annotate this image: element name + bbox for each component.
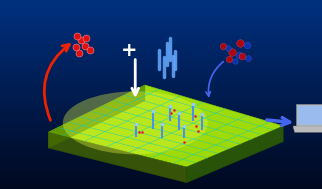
Bar bbox=[0, 167, 322, 170]
Bar bbox=[0, 60, 322, 63]
Bar bbox=[0, 132, 322, 136]
Bar bbox=[0, 79, 322, 82]
Bar bbox=[0, 136, 322, 139]
Bar bbox=[0, 76, 322, 79]
Bar bbox=[0, 88, 322, 91]
Bar bbox=[0, 113, 322, 117]
Bar bbox=[0, 94, 322, 98]
Bar bbox=[0, 19, 322, 22]
Bar bbox=[0, 104, 322, 107]
Polygon shape bbox=[48, 85, 145, 148]
Bar bbox=[0, 142, 322, 145]
Bar bbox=[0, 176, 322, 180]
Bar bbox=[0, 82, 322, 85]
Polygon shape bbox=[296, 104, 322, 126]
Bar bbox=[0, 9, 322, 13]
Bar bbox=[0, 154, 322, 157]
Bar bbox=[0, 28, 322, 32]
Bar bbox=[0, 183, 322, 186]
Bar bbox=[0, 22, 322, 25]
Bar bbox=[0, 151, 322, 154]
Bar bbox=[0, 38, 322, 41]
Bar bbox=[0, 186, 322, 189]
Bar bbox=[0, 47, 322, 50]
Bar bbox=[0, 164, 322, 167]
Bar bbox=[0, 3, 322, 6]
Bar bbox=[0, 145, 322, 148]
Bar bbox=[0, 110, 322, 113]
Bar bbox=[0, 161, 322, 164]
Bar bbox=[0, 32, 322, 35]
Bar bbox=[0, 91, 322, 94]
Bar bbox=[0, 123, 322, 126]
Bar bbox=[0, 126, 322, 129]
Bar bbox=[0, 0, 322, 3]
Bar bbox=[0, 63, 322, 66]
Bar bbox=[0, 98, 322, 101]
Bar bbox=[0, 101, 322, 104]
Bar bbox=[0, 120, 322, 123]
Bar bbox=[0, 180, 322, 183]
Bar bbox=[0, 25, 322, 28]
Bar bbox=[0, 157, 322, 161]
Bar bbox=[0, 50, 322, 53]
Bar bbox=[0, 6, 322, 9]
Ellipse shape bbox=[63, 91, 208, 154]
Polygon shape bbox=[298, 105, 322, 124]
Polygon shape bbox=[293, 126, 322, 132]
Bar bbox=[0, 139, 322, 142]
Text: +: + bbox=[120, 41, 137, 60]
Bar bbox=[0, 13, 322, 16]
Bar bbox=[0, 117, 322, 120]
Polygon shape bbox=[48, 132, 187, 183]
Bar bbox=[0, 148, 322, 151]
Polygon shape bbox=[187, 126, 283, 183]
Bar bbox=[0, 173, 322, 176]
Bar bbox=[0, 44, 322, 47]
Bar bbox=[0, 69, 322, 72]
Bar bbox=[0, 129, 322, 132]
Bar bbox=[0, 66, 322, 69]
Bar bbox=[0, 57, 322, 60]
Bar bbox=[0, 72, 322, 76]
Bar bbox=[0, 170, 322, 173]
Bar bbox=[0, 41, 322, 44]
Bar bbox=[0, 53, 322, 57]
Bar bbox=[0, 107, 322, 110]
Polygon shape bbox=[48, 85, 283, 167]
Bar bbox=[0, 85, 322, 88]
Bar bbox=[0, 16, 322, 19]
Bar bbox=[0, 35, 322, 38]
